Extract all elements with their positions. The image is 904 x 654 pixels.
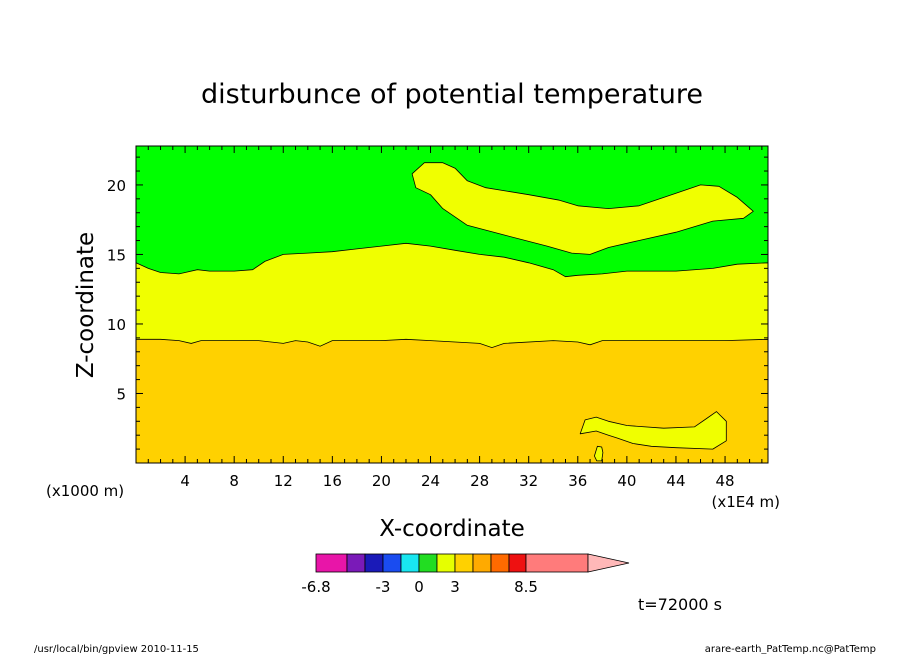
y-axis-label: Z-coordinate [73, 232, 99, 378]
colorbar-label: -3 [376, 578, 391, 596]
colorbar-swatch [364, 553, 384, 573]
plot-area [135, 145, 769, 464]
x-tick-label: 28 [470, 472, 489, 490]
y-tick-label: 15 [107, 246, 126, 264]
x-tick-label: 44 [666, 472, 685, 490]
y-tick-label: 20 [107, 177, 126, 195]
colorbar-label: 0 [414, 578, 424, 596]
x-tick-label: 16 [323, 472, 342, 490]
y-tick-label: 10 [107, 316, 126, 334]
small-yellow-region [594, 445, 604, 462]
x-tick-label: 48 [716, 472, 735, 490]
colorbar-swatch [525, 553, 589, 573]
colorbar-swatch [508, 553, 527, 573]
y-tick-label: 5 [116, 385, 126, 403]
colorbar-swatch [436, 553, 456, 573]
x-tick-label: 8 [229, 472, 239, 490]
x-tick-label: 32 [519, 472, 538, 490]
colorbar-label: 3 [450, 578, 460, 596]
footer-right: arare-earth_PatTemp.nc@PatTemp [705, 644, 876, 654]
footer-left: /usr/local/bin/gpview 2010-11-15 [34, 644, 199, 654]
colorbar-swatch [418, 553, 438, 573]
x-tick-label: 40 [617, 472, 636, 490]
plot-frame [135, 145, 769, 464]
x-unit-left: (x1000 m) [46, 482, 124, 500]
x-unit-right: (x1E4 m) [711, 493, 780, 511]
x-tick-label: 36 [568, 472, 587, 490]
upper-yellow-region [411, 162, 754, 255]
chart-title: disturbunce of potential temperature [201, 79, 703, 110]
colorbar-swatch [400, 553, 420, 573]
colorbar-label: 8.5 [514, 578, 538, 596]
colorbar-swatch [315, 553, 348, 573]
x-tick-label: 4 [180, 472, 190, 490]
colorbar-swatch [472, 553, 492, 573]
time-label: t=72000 s [638, 595, 722, 614]
colorbar-swatch [454, 553, 474, 573]
colorbar-swatch [382, 553, 402, 573]
x-tick-label: 20 [372, 472, 391, 490]
colorbar [315, 553, 630, 573]
lower-yellow-region [579, 411, 727, 450]
colorbar-swatch [346, 553, 366, 573]
colorbar-label: -6.8 [301, 578, 330, 596]
x-tick-label: 24 [421, 472, 440, 490]
x-tick-label: 12 [274, 472, 293, 490]
colorbar-swatch [490, 553, 510, 573]
axis-ticks [136, 146, 768, 463]
x-axis-label: X-coordinate [379, 516, 525, 542]
colorbar-extend-arrow [587, 553, 630, 573]
